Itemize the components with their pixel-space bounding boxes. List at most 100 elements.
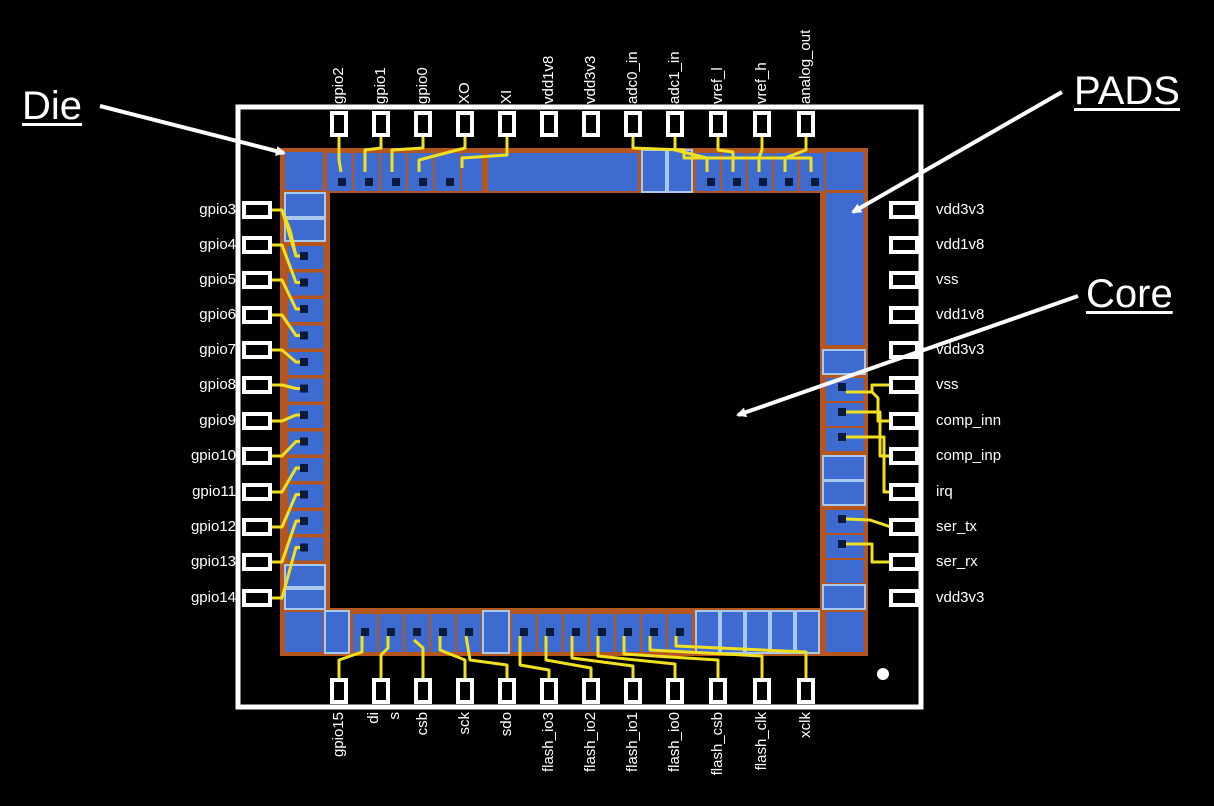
bottom-pin [498,678,516,704]
signal-wire [270,383,300,390]
pad-contact [598,628,606,636]
pad-contact [465,628,473,636]
pad-contact [520,628,528,636]
pad-contact [446,178,454,186]
signal-wire [845,517,892,529]
top-pin-label: gpio1 [372,67,389,104]
core-area [330,193,820,608]
signal-wire [846,542,891,564]
top-pin [797,111,815,137]
top-pin-label: XO [456,82,473,104]
right-pin [889,483,919,501]
right-pin-label: irq [936,483,953,500]
right-pin [889,271,919,289]
bottom-io-pad [795,610,820,654]
left-io-pad [284,588,326,610]
right-io-pad [822,584,866,610]
signal-wire [337,135,343,173]
signal-wire [390,135,425,172]
pad-contact [759,178,767,186]
signal-wire [270,440,300,458]
bottom-pin [797,678,815,704]
bottom-pin [666,678,684,704]
top-pin [624,111,642,137]
signal-wire [379,636,390,680]
corner-pad-bottom-right [826,612,864,652]
top-io-pad [462,153,482,191]
left-pin [242,589,272,607]
io-pad-cells [284,149,866,654]
right-pin-label: vdd1v8 [936,236,984,253]
signal-wire [270,243,300,284]
top-pin [456,111,474,137]
bottom-pin-label: flash_io2 [582,712,599,772]
left-pin-label: gpio7 [199,341,236,358]
top-pin [498,111,516,137]
pad-contact [361,628,369,636]
corner-pad-top-right [826,152,864,190]
signal-wire [518,636,551,680]
top-pin [330,111,348,137]
signal-wire [757,135,764,172]
left-pin [242,376,272,394]
bottom-pin-label: csb [414,712,431,735]
left-pin [242,447,272,465]
right-power-pad [826,193,864,345]
top-power-pad [488,153,638,191]
signal-wire [846,435,891,494]
bottom-io-pad [720,610,745,654]
right-pin [889,376,919,394]
top-pin-label: vref_h [753,62,770,104]
bottom-pin [456,678,474,704]
right-pin-label: comp_inp [936,447,1001,464]
top-pin-label: analog_out [797,29,814,104]
pad-contact [838,383,846,391]
top-pin [372,111,390,137]
bottom-pin-label: flash_io1 [624,712,641,772]
bottom-io-pad [324,610,350,654]
pad-contact [338,178,346,186]
pad-contact [546,628,554,636]
signal-wire [337,636,364,680]
pad-contact [392,178,400,186]
pad-contact [300,384,308,393]
left-pin [242,271,272,289]
left-pin-label: gpio13 [191,553,236,570]
top-pin-label: adc0_in [624,51,641,104]
pad-contact [838,515,846,523]
pad-contact [300,411,308,419]
pin-labels: gpio2 gpio1 gpio0 XO XI vdd1v8 vdd3v3 adc0_in ad… [191,29,1001,775]
top-analog-pad [641,149,667,193]
core-label: Core [1086,272,1173,316]
signal-wire [460,135,509,168]
left-pin [242,483,272,501]
left-pin-label: gpio12 [191,518,236,535]
bottom-pin [372,678,390,704]
right-pin-label: ser_rx [936,553,978,570]
top-pin-label: gpio2 [330,67,347,104]
right-pin-label: vss [936,376,959,393]
pad-contact [838,540,846,548]
pad-contact [838,433,846,441]
bottom-pin-label: s [386,712,403,720]
top-pin [582,111,600,137]
left-io-pad [284,564,326,588]
top-pin [753,111,771,137]
bottom-pin-label: flash_clk [753,712,770,771]
right-pin-label: vss [936,271,959,288]
right-io-pad [826,560,864,583]
pads-label: PADS [1074,69,1180,113]
pad-contact [413,628,421,636]
right-pin-label: vdd1v8 [936,306,984,323]
top-pin-label: adc1_in [666,51,683,104]
signal-wire [464,635,509,680]
right-pin-label: vdd3v3 [936,201,984,218]
left-pin-label: gpio3 [199,201,236,218]
pad-contact [300,517,308,525]
top-pin [414,111,432,137]
right-pin-label: vdd3v3 [936,589,984,606]
bottom-pin-label: sck [456,712,473,735]
package-pins [242,111,919,704]
signal-wire [270,493,300,529]
